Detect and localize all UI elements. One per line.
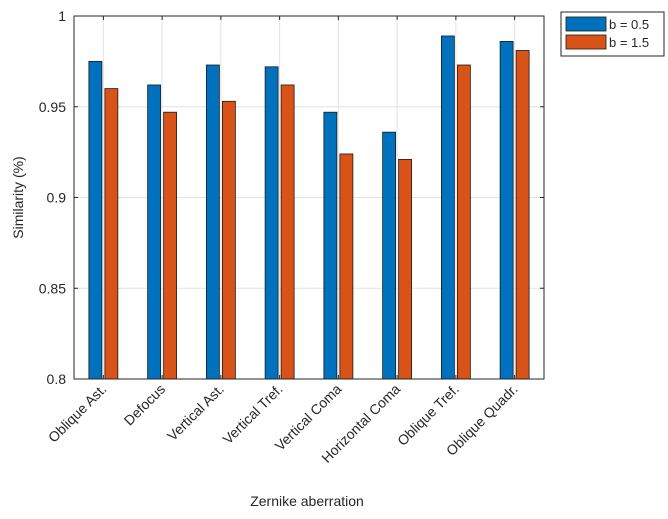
legend-swatch bbox=[565, 34, 607, 50]
bar-b15 bbox=[339, 153, 354, 380]
bar-b05 bbox=[440, 35, 455, 380]
bar-b15 bbox=[163, 111, 178, 380]
bar-b05 bbox=[323, 111, 338, 380]
legend-swatch bbox=[565, 16, 607, 32]
bar-b05 bbox=[147, 84, 162, 380]
y-tick-label: 0.85 bbox=[39, 280, 66, 296]
y-tick-label: 0.8 bbox=[47, 371, 67, 387]
legend-label: b = 0.5 bbox=[609, 17, 649, 32]
bar-b15 bbox=[104, 88, 119, 380]
bar-b05 bbox=[499, 41, 514, 380]
legend-label: b = 1.5 bbox=[609, 35, 649, 50]
bar-b15 bbox=[221, 100, 236, 380]
bar-b05 bbox=[205, 64, 220, 380]
y-tick-label: 0.9 bbox=[47, 190, 67, 206]
bar-b05 bbox=[264, 66, 279, 380]
bars bbox=[88, 35, 530, 380]
y-axis-label: Similarity (%) bbox=[10, 156, 26, 238]
x-axis-label: Zernike aberration bbox=[250, 493, 364, 509]
bar-b15 bbox=[280, 84, 295, 380]
bar-b15 bbox=[398, 158, 413, 380]
y-tick-label: 0.95 bbox=[39, 99, 66, 115]
bar-b15 bbox=[515, 50, 530, 380]
legend: b = 0.5 b = 1.5 bbox=[560, 11, 665, 57]
bar-b15 bbox=[456, 64, 471, 380]
bar-b05 bbox=[382, 131, 397, 380]
bar-b05 bbox=[88, 60, 103, 380]
y-axis-ticks: 0.8 0.85 0.9 0.95 1 bbox=[39, 8, 544, 387]
y-tick-label: 1 bbox=[58, 8, 66, 24]
